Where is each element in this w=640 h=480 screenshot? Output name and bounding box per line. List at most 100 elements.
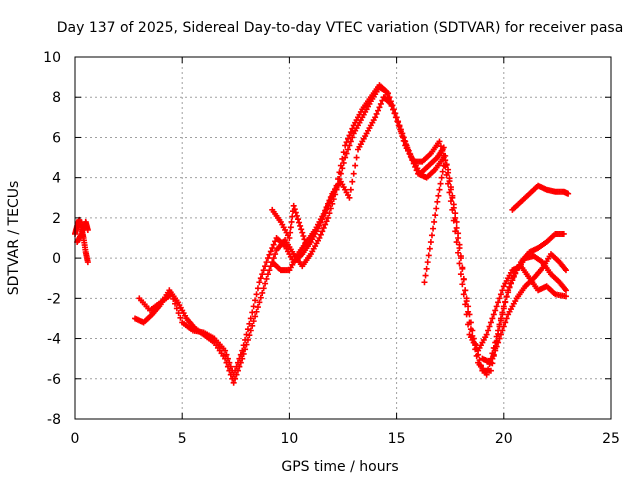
data-point-plus-marker bbox=[405, 146, 412, 153]
series-track-b bbox=[74, 218, 91, 246]
data-point-plus-marker bbox=[486, 323, 493, 330]
data-point-plus-marker bbox=[560, 230, 567, 237]
data-point-plus-marker bbox=[266, 267, 273, 274]
data-point-plus-marker bbox=[483, 331, 490, 338]
data-point-plus-marker bbox=[222, 347, 229, 354]
series-track-f bbox=[269, 202, 310, 250]
data-point-plus-marker bbox=[453, 224, 460, 231]
data-point-plus-marker bbox=[257, 294, 264, 301]
data-point-plus-marker bbox=[290, 202, 297, 209]
data-point-plus-marker bbox=[446, 175, 453, 182]
data-point-plus-marker bbox=[499, 311, 506, 318]
data-point-plus-marker bbox=[232, 367, 239, 374]
series-track-e bbox=[269, 94, 569, 354]
chart-title: Day 137 of 2025, Sidereal Day-to-day VTE… bbox=[57, 20, 624, 36]
data-point-plus-marker bbox=[345, 146, 352, 153]
y-tick-label: -2 bbox=[47, 291, 61, 307]
data-point-plus-marker bbox=[460, 291, 467, 298]
data-point-plus-marker bbox=[445, 166, 452, 173]
data-point-plus-marker bbox=[272, 251, 279, 258]
data-point-plus-marker bbox=[432, 212, 439, 219]
data-point-plus-marker bbox=[447, 184, 454, 191]
data-point-plus-marker bbox=[175, 310, 182, 317]
data-point-plus-marker bbox=[440, 154, 447, 161]
data-point-plus-marker bbox=[495, 339, 502, 346]
data-point-plus-marker bbox=[407, 153, 414, 160]
data-point-plus-marker bbox=[431, 218, 438, 225]
data-point-plus-marker bbox=[375, 107, 382, 114]
data-point-plus-marker bbox=[449, 206, 456, 213]
data-point-plus-marker bbox=[302, 239, 309, 246]
data-point-plus-marker bbox=[403, 142, 410, 149]
data-point-plus-marker bbox=[252, 313, 259, 320]
data-point-plus-marker bbox=[502, 299, 509, 306]
data-point-plus-marker bbox=[447, 198, 454, 205]
data-point-plus-marker bbox=[425, 252, 432, 259]
data-point-plus-marker bbox=[256, 299, 263, 306]
data-point-plus-marker bbox=[296, 219, 303, 226]
data-point-plus-marker bbox=[347, 186, 354, 193]
data-point-plus-marker bbox=[435, 192, 442, 199]
data-point-plus-marker bbox=[226, 359, 233, 366]
x-tick-label: 0 bbox=[71, 431, 80, 447]
data-point-plus-marker bbox=[430, 225, 437, 232]
data-point-plus-marker bbox=[287, 224, 294, 231]
data-point-plus-marker bbox=[270, 255, 277, 262]
data-point-plus-marker bbox=[477, 362, 484, 369]
data-point-plus-marker bbox=[252, 297, 259, 304]
data-point-plus-marker bbox=[499, 327, 506, 334]
data-point-plus-marker bbox=[376, 104, 383, 111]
x-tick-label: 25 bbox=[602, 431, 620, 447]
data-point-plus-marker bbox=[259, 271, 266, 278]
data-point-plus-marker bbox=[250, 303, 257, 310]
data-point-plus-marker bbox=[243, 331, 250, 338]
y-tick-label: -4 bbox=[47, 332, 61, 348]
data-point-plus-marker bbox=[326, 197, 333, 204]
data-point-plus-marker bbox=[244, 326, 251, 333]
y-tick-label: -6 bbox=[47, 372, 61, 388]
data-point-plus-marker bbox=[230, 371, 237, 378]
data-point-plus-marker bbox=[462, 287, 469, 294]
data-point-plus-marker bbox=[489, 315, 496, 322]
data-point-plus-marker bbox=[499, 287, 506, 294]
data-point-plus-marker bbox=[262, 280, 269, 287]
data-point-plus-marker bbox=[506, 283, 513, 290]
data-point-plus-marker bbox=[496, 335, 503, 342]
data-point-plus-marker bbox=[439, 147, 446, 154]
data-point-plus-marker bbox=[343, 139, 350, 146]
data-point-plus-marker bbox=[299, 229, 306, 236]
data-point-plus-marker bbox=[456, 260, 463, 267]
data-point-plus-marker bbox=[353, 154, 360, 161]
data-point-plus-marker bbox=[256, 279, 263, 286]
data-point-plus-marker bbox=[253, 291, 260, 298]
data-point-plus-marker bbox=[269, 245, 276, 252]
data-point-plus-marker bbox=[349, 125, 356, 132]
data-point-plus-marker bbox=[438, 174, 445, 181]
data-point-plus-marker bbox=[459, 281, 466, 288]
data-point-plus-marker bbox=[487, 367, 494, 374]
data-point-plus-marker bbox=[436, 138, 443, 145]
data-points bbox=[72, 82, 572, 386]
y-tick-label: -8 bbox=[47, 412, 61, 428]
data-point-plus-marker bbox=[503, 315, 510, 322]
data-point-plus-marker bbox=[298, 226, 305, 233]
data-point-plus-marker bbox=[270, 241, 277, 248]
data-point-plus-marker bbox=[463, 311, 470, 318]
data-point-plus-marker bbox=[487, 319, 494, 326]
data-point-plus-marker bbox=[267, 248, 274, 255]
data-point-plus-marker bbox=[565, 190, 572, 197]
data-point-plus-marker bbox=[406, 150, 413, 157]
data-point-plus-marker bbox=[327, 194, 334, 201]
data-point-plus-marker bbox=[487, 359, 494, 366]
data-point-plus-marker bbox=[428, 232, 435, 239]
data-point-plus-marker bbox=[497, 291, 504, 298]
data-point-plus-marker bbox=[234, 359, 241, 366]
data-point-plus-marker bbox=[286, 235, 293, 241]
data-point-plus-marker bbox=[460, 275, 467, 282]
data-point-plus-marker bbox=[317, 231, 324, 238]
data-point-plus-marker bbox=[493, 343, 500, 350]
data-point-plus-marker bbox=[242, 336, 249, 343]
y-tick-label: 0 bbox=[52, 251, 61, 267]
data-point-plus-marker bbox=[263, 275, 270, 282]
data-point-plus-marker bbox=[426, 245, 433, 252]
